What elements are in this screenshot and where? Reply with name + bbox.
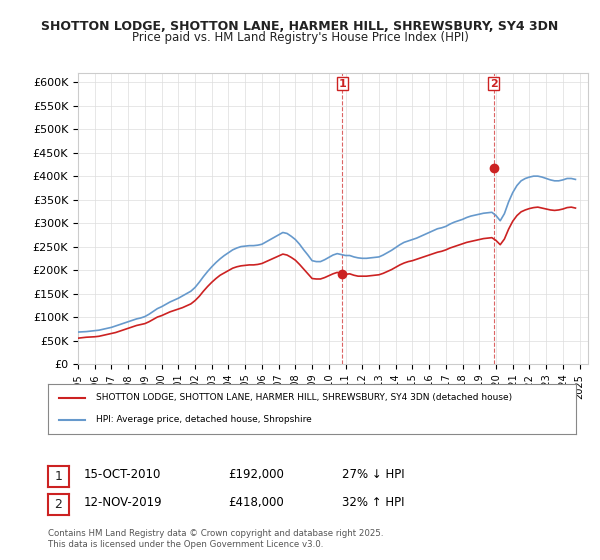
Text: 15-OCT-2010: 15-OCT-2010 bbox=[84, 468, 161, 480]
Text: SHOTTON LODGE, SHOTTON LANE, HARMER HILL, SHREWSBURY, SY4 3DN (detached house): SHOTTON LODGE, SHOTTON LANE, HARMER HILL… bbox=[95, 393, 512, 402]
Text: 2: 2 bbox=[490, 78, 498, 88]
Text: HPI: Average price, detached house, Shropshire: HPI: Average price, detached house, Shro… bbox=[95, 416, 311, 424]
Text: £192,000: £192,000 bbox=[228, 468, 284, 480]
Text: 12-NOV-2019: 12-NOV-2019 bbox=[84, 496, 163, 508]
Text: 2: 2 bbox=[55, 498, 62, 511]
Text: 32% ↑ HPI: 32% ↑ HPI bbox=[342, 496, 404, 508]
Text: 27% ↓ HPI: 27% ↓ HPI bbox=[342, 468, 404, 480]
Text: 1: 1 bbox=[55, 470, 62, 483]
Text: Price paid vs. HM Land Registry's House Price Index (HPI): Price paid vs. HM Land Registry's House … bbox=[131, 31, 469, 44]
Text: £418,000: £418,000 bbox=[228, 496, 284, 508]
Text: Contains HM Land Registry data © Crown copyright and database right 2025.
This d: Contains HM Land Registry data © Crown c… bbox=[48, 529, 383, 549]
Text: 1: 1 bbox=[338, 78, 346, 88]
Text: SHOTTON LODGE, SHOTTON LANE, HARMER HILL, SHREWSBURY, SY4 3DN: SHOTTON LODGE, SHOTTON LANE, HARMER HILL… bbox=[41, 20, 559, 32]
